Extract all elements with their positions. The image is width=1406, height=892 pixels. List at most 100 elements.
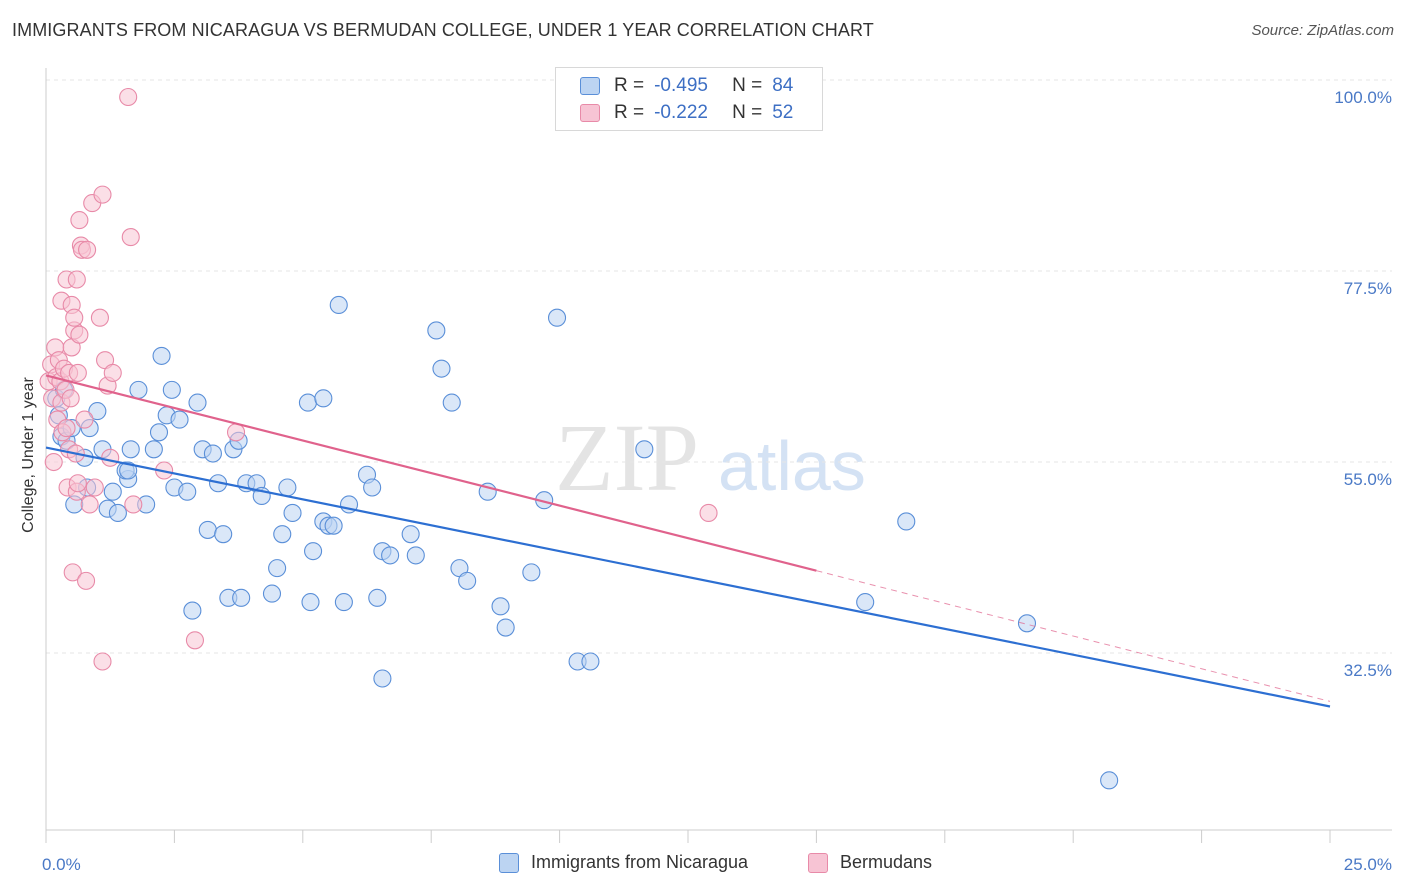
nicaragua-point[interactable]: [363, 478, 382, 497]
legend-item-nicaragua[interactable]: Immigrants from Nicaragua: [499, 852, 748, 873]
nicaragua-point[interactable]: [368, 588, 387, 607]
legend-r-label: R =: [614, 75, 645, 96]
bermudan-point[interactable]: [185, 631, 204, 650]
bermudan-point[interactable]: [63, 563, 82, 582]
nicaragua-point[interactable]: [301, 593, 320, 612]
bermudan-point[interactable]: [70, 325, 89, 344]
nicaragua-point[interactable]: [108, 503, 127, 523]
nicaragua-point[interactable]: [273, 525, 292, 544]
bermudan-point[interactable]: [85, 478, 104, 497]
nicaragua-point[interactable]: [129, 380, 148, 399]
y-tick-label: 55.0%: [1344, 470, 1392, 489]
bermudan-point[interactable]: [67, 270, 86, 289]
bermudan-point[interactable]: [75, 410, 94, 429]
nicaragua-point[interactable]: [304, 542, 323, 561]
nicaragua-point[interactable]: [214, 525, 233, 544]
nicaragua-point[interactable]: [897, 512, 916, 531]
axes: [45, 68, 1392, 843]
legend-r-value: -0.222: [654, 102, 708, 123]
nicaragua-point[interactable]: [458, 571, 477, 590]
legend-swatch-pink: [808, 852, 828, 873]
bermudan-trend-extension: [816, 570, 1331, 702]
bermudan-point[interactable]: [103, 363, 122, 382]
nicaragua-point[interactable]: [198, 520, 217, 539]
legend-n-value: 84: [772, 75, 794, 96]
nicaragua-point[interactable]: [635, 440, 654, 459]
bermudan-point[interactable]: [68, 474, 87, 493]
watermark-atlas: atlas: [718, 427, 866, 505]
bermudan-point[interactable]: [124, 495, 143, 514]
legend-r-label: R =: [614, 102, 645, 123]
nicaragua-point[interactable]: [119, 461, 138, 480]
x-tick-label: 25.0%: [1344, 855, 1392, 874]
nicaragua-point[interactable]: [427, 321, 446, 340]
nicaragua-point[interactable]: [329, 295, 348, 315]
tick-labels: 100.0% 77.5% 55.0% 32.5% 0.0% 25.0%: [42, 88, 1392, 874]
nicaragua-point[interactable]: [262, 584, 282, 603]
nicaragua-point[interactable]: [491, 597, 510, 616]
nicaragua-point[interactable]: [334, 593, 353, 612]
bermudan-point[interactable]: [65, 308, 84, 327]
nicaragua-point[interactable]: [232, 588, 251, 607]
bermudan-point[interactable]: [68, 363, 87, 382]
trend-lines: [45, 374, 1331, 708]
bermudan-point[interactable]: [70, 211, 89, 230]
nicaragua-point[interactable]: [1100, 771, 1119, 790]
bermudan-point[interactable]: [90, 308, 109, 327]
nicaragua-point[interactable]: [324, 516, 343, 535]
nicaragua-point[interactable]: [88, 402, 107, 421]
nicaragua-point[interactable]: [298, 393, 317, 412]
nicaragua-point[interactable]: [406, 546, 425, 565]
nicaragua-point[interactable]: [432, 359, 451, 378]
nicaragua-point[interactable]: [581, 652, 600, 671]
nicaragua-point[interactable]: [278, 478, 297, 497]
bermudan-point[interactable]: [57, 419, 76, 438]
nicaragua-point[interactable]: [442, 393, 461, 412]
nicaragua-point[interactable]: [144, 440, 163, 459]
nicaragua-point[interactable]: [188, 393, 207, 412]
bermudan-point[interactable]: [44, 452, 63, 472]
nicaragua-point[interactable]: [203, 444, 222, 463]
nicaragua-point[interactable]: [170, 410, 189, 429]
nicaragua-point[interactable]: [152, 346, 171, 365]
legend-swatch-pink: [580, 104, 600, 122]
bermudan-point[interactable]: [78, 240, 97, 259]
nicaragua-point[interactable]: [121, 440, 140, 459]
nicaragua-point[interactable]: [496, 618, 515, 637]
nicaragua-point[interactable]: [1017, 614, 1037, 633]
nicaragua-point[interactable]: [162, 380, 181, 399]
nicaragua-point[interactable]: [547, 308, 567, 327]
bermudan-point[interactable]: [93, 185, 112, 204]
nicaragua-point[interactable]: [103, 482, 122, 501]
bermudan-point[interactable]: [61, 389, 80, 408]
nicaragua-point[interactable]: [522, 563, 541, 582]
bermudan-point[interactable]: [226, 423, 246, 442]
legend-label: Immigrants from Nicaragua: [531, 852, 749, 872]
legend-n-value: 52: [772, 102, 794, 123]
nicaragua-point[interactable]: [183, 601, 202, 620]
nicaragua-point[interactable]: [178, 482, 197, 501]
nicaragua-point[interactable]: [381, 546, 400, 565]
legend-item-bermudans[interactable]: Bermudans: [808, 852, 932, 873]
nicaragua-point[interactable]: [314, 389, 333, 408]
nicaragua-point[interactable]: [149, 423, 169, 442]
nicaragua-point[interactable]: [268, 559, 287, 578]
nicaragua-point[interactable]: [373, 669, 392, 688]
bermudan-point[interactable]: [699, 503, 718, 523]
bermudan-point[interactable]: [93, 652, 112, 671]
source-label: Source: ZipAtlas.com: [1251, 22, 1394, 39]
nicaragua-point[interactable]: [856, 593, 875, 612]
legend-row-nicaragua: R = -0.495 N = 84: [580, 74, 793, 98]
nicaragua-point[interactable]: [401, 525, 420, 544]
legend-swatch-blue: [499, 852, 519, 873]
bermudan-point[interactable]: [121, 228, 140, 247]
bermudan-point[interactable]: [119, 87, 138, 107]
gridlines: [46, 79, 1392, 654]
bermudan-point[interactable]: [80, 495, 99, 514]
legend-label: Bermudans: [840, 852, 933, 872]
nicaragua-point[interactable]: [283, 503, 302, 523]
bermudan-point[interactable]: [77, 571, 96, 590]
bermudan-trend-line: [45, 374, 817, 572]
bermudan-point[interactable]: [101, 448, 120, 467]
